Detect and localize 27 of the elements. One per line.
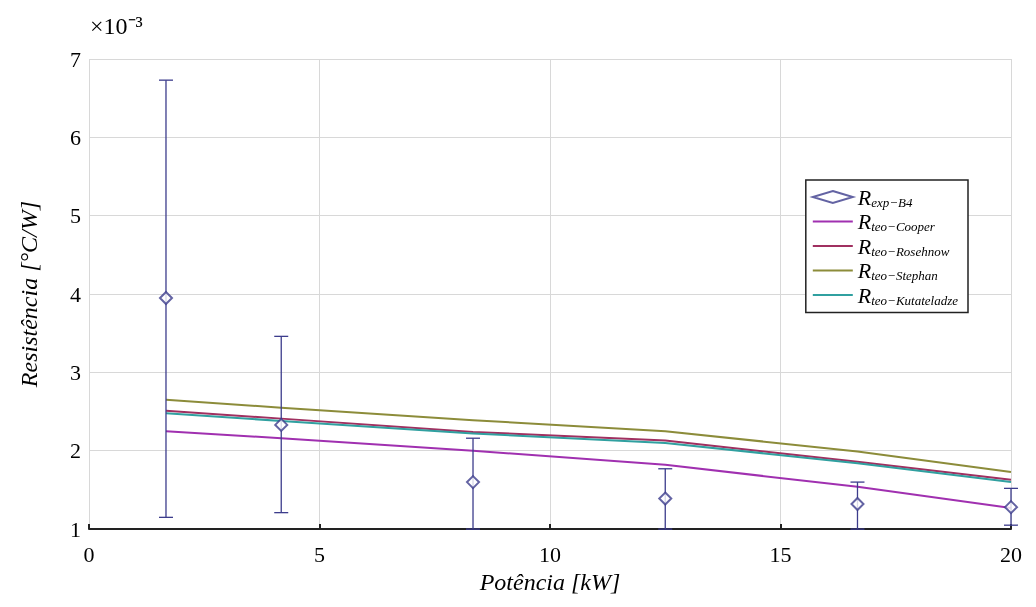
legend-label: Rteo−Cooper [856, 209, 936, 234]
x-tick-label: 20 [1000, 541, 1022, 567]
point [1004, 500, 1018, 515]
legend-label: Rteo−Stephan [856, 258, 938, 283]
y-tick-label: 6 [70, 124, 81, 150]
point [158, 290, 173, 305]
y-axis-title: Resistência [°C/W] [16, 200, 42, 389]
x-axis-title: Potência [kW] [478, 569, 621, 595]
legend-label: Rexp−B4 [856, 184, 913, 210]
legend-label: Rteo−Kutateladze [856, 282, 959, 308]
y-tick-label: 1 [70, 516, 81, 542]
y-tick-label: 7 [70, 46, 81, 72]
text: ×10⁻³ [90, 13, 143, 39]
x-tick-label: 0 [83, 541, 95, 567]
legend-label: Rteo−Rosehnow [856, 233, 950, 259]
line-series [164, 398, 1012, 473]
x-tick-label: 15 [769, 541, 792, 567]
point [658, 491, 673, 506]
x-tick-label: 5 [314, 541, 325, 567]
y-tick-label: 3 [70, 359, 81, 385]
point [274, 417, 289, 432]
y-tick-label: 2 [70, 438, 81, 464]
point [466, 475, 481, 490]
y-tick-label: 4 [70, 281, 81, 307]
y-tick-label: 5 [70, 203, 81, 229]
x-tick-label: 10 [539, 541, 561, 567]
point [850, 497, 865, 512]
